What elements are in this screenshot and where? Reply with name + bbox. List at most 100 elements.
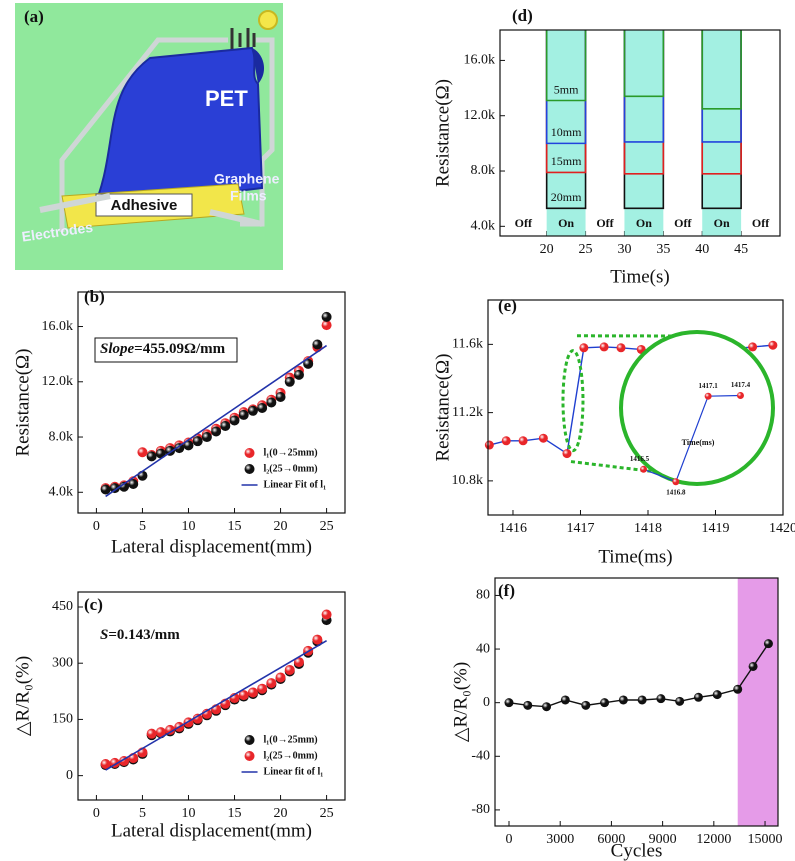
data-point [581, 700, 591, 710]
panel-label: (c) [84, 595, 103, 614]
panel: 0 5 10 15 20 25 4.0k 8.0k 12.0k 16.0k Lateral disp… [12, 287, 346, 557]
data-point [748, 342, 758, 352]
x-tick-label: 25 [579, 242, 593, 257]
x-tick-label: 30 [617, 242, 631, 257]
data-point [637, 695, 647, 705]
fit-line [105, 344, 328, 498]
data-point [238, 690, 249, 701]
pet-film [90, 46, 264, 214]
adhesive-label: Adhesive [111, 197, 178, 214]
series-label: 5mm [554, 82, 579, 96]
x-tick-label: 15 [228, 806, 242, 821]
data-point [616, 343, 626, 353]
annotation-text: =0.143/mm [108, 627, 180, 643]
legend-swatch [244, 751, 255, 761]
electrode [39, 193, 111, 213]
panel-label: (d) [512, 6, 533, 25]
data-point [146, 728, 157, 739]
x-tick-label: 0 [93, 806, 100, 821]
inset-line [643, 394, 741, 483]
data-point [523, 700, 533, 710]
series-label: 10mm [551, 125, 582, 139]
x-tick-label: 10 [181, 806, 195, 821]
x-tick-label: 1416 [499, 521, 527, 536]
data-point [165, 724, 176, 735]
data-point [211, 426, 222, 437]
data-point [100, 484, 111, 495]
y-tick-label: 11.2k [452, 405, 483, 420]
legend-label: l₁(0→25mm) [264, 447, 318, 458]
data-point [284, 376, 295, 387]
y-axis-label: Resistance(Ω) [432, 353, 453, 461]
x-axis-label: Time(s) [610, 266, 669, 287]
y-tick-label: 12.0k [464, 108, 496, 123]
x-tick-label: 5 [139, 806, 146, 821]
panel-label: (f) [498, 581, 515, 600]
adhesive-tag [95, 193, 193, 217]
off-label: Off [596, 216, 614, 230]
x-tick-label: 5 [139, 519, 146, 534]
panel-label: (e) [498, 296, 517, 315]
x-tick-label: 25 [320, 519, 334, 534]
data-point [538, 433, 548, 443]
on-label: On [558, 216, 574, 230]
graphene-label: Graphene [214, 171, 280, 187]
y-axis-label: Resistance(Ω) [432, 79, 453, 187]
x-tick-label: 12000 [696, 832, 731, 847]
data-point [155, 727, 166, 738]
data-point [518, 436, 528, 446]
on-label: On [714, 216, 730, 230]
x-axis-label: Lateral displacement(mm) [111, 820, 312, 841]
data-point [312, 339, 323, 350]
y-tick-label: 11.6k [452, 337, 483, 352]
data-point [238, 409, 249, 420]
off-label: Off [752, 216, 770, 230]
x-axis-label: Lateral displacement(mm) [111, 536, 312, 557]
x-tick-label: 9000 [649, 832, 677, 847]
data-point [293, 369, 304, 380]
data-point [174, 443, 185, 454]
x-tick-label: 25 [320, 806, 334, 821]
off-label: Off [674, 216, 692, 230]
panel: 20 25 30 35 40 45 4.0k 8.0k 12.0k 16.0k Time(s) Res… [432, 6, 781, 287]
inset-circle [619, 330, 775, 486]
data-point [192, 436, 203, 447]
legend-swatch [244, 448, 255, 458]
x-tick-label: 6000 [597, 832, 625, 847]
on-region [624, 30, 664, 236]
annotation-italic: S [100, 627, 108, 643]
plot-frame [77, 591, 346, 801]
series-label: 20mm [551, 190, 582, 204]
y-tick-label: 0 [66, 768, 73, 783]
inset-point-label: 1417.4 [731, 381, 751, 389]
data-point [656, 694, 666, 704]
meter [258, 10, 278, 30]
data-point [542, 702, 552, 712]
x-tick-label: 20 [274, 806, 288, 821]
pet-label: PET [205, 86, 248, 111]
data-point [192, 713, 203, 724]
inset-point [672, 478, 680, 486]
data-point [321, 311, 332, 322]
y-tick-label: 10.8k [452, 473, 484, 488]
y-tick-label: 4.0k [49, 485, 74, 500]
panel-label: (b) [84, 287, 105, 306]
y-tick-label: 150 [52, 712, 73, 727]
data-point [293, 657, 304, 668]
y-tick-label: 16.0k [42, 319, 74, 334]
inset-point-label: 1417.1 [699, 382, 719, 390]
on-region [702, 30, 742, 236]
graphene-label: Films [230, 188, 267, 204]
data-point [748, 661, 758, 671]
data-point [247, 405, 258, 416]
data-point [579, 343, 589, 353]
legend-label: Linear fit of l₁ [264, 766, 324, 777]
data-point [763, 639, 773, 649]
x-tick-label: 1417 [566, 521, 594, 536]
inset-point-label: 1416.8 [666, 488, 686, 496]
data-point [321, 609, 332, 620]
legend-label: l₁(0→25mm) [264, 734, 318, 745]
pet-curl [252, 48, 265, 84]
x-tick-label: 1418 [634, 521, 662, 536]
